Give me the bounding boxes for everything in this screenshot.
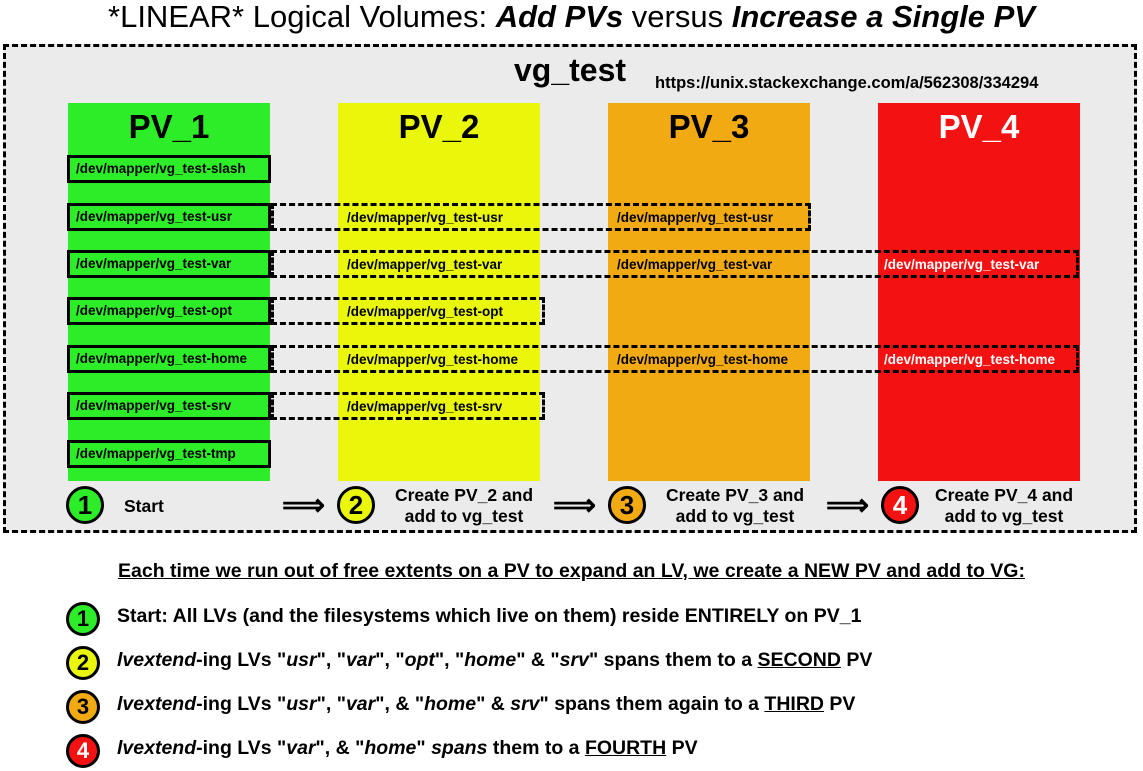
pv1-lv-var: /dev/mapper/vg_test-var [67, 250, 271, 278]
arrow-icon: ⟹ [553, 489, 597, 522]
span-var [271, 250, 1079, 278]
note-4-text: lvextend-ing LVs "var", & "home" spans t… [117, 737, 698, 759]
pv-3-column [608, 103, 810, 481]
page-title: *LINEAR* Logical Volumes: Add PVs versus… [108, 0, 1035, 34]
note-3-badge: 3 [66, 690, 100, 724]
step-2-label: Create PV_2 and add to vg_test [394, 485, 534, 526]
span-home [271, 345, 1079, 373]
pv3-lv-usr: /dev/mapper/vg_test-usr [617, 210, 774, 225]
volume-group-name: vg_test [513, 52, 627, 88]
pv1-lv-usr: /dev/mapper/vg_test-usr [67, 203, 271, 231]
pv4-lv-home: /dev/mapper/vg_test-home [884, 352, 1056, 367]
pv-2-title: PV_2 [398, 108, 480, 145]
span-srv [271, 392, 545, 420]
note-2-badge: 2 [66, 646, 100, 680]
step-3-label: Create PV_3 and add to vg_test [665, 485, 805, 526]
pv4-lv-var: /dev/mapper/vg_test-var [884, 257, 1040, 272]
pv-2-column [338, 103, 540, 481]
pv1-lv-slash: /dev/mapper/vg_test-slash [67, 155, 271, 183]
arrow-icon: ⟹ [282, 489, 326, 522]
pv1-lv-home: /dev/mapper/vg_test-home [67, 345, 271, 373]
pv3-lv-var: /dev/mapper/vg_test-var [617, 257, 773, 272]
pv2-lv-usr: /dev/mapper/vg_test-usr [347, 210, 504, 225]
span-opt [271, 297, 545, 325]
note-1-text: Start: All LVs (and the filesystems whic… [117, 605, 862, 627]
pv-3-title: PV_3 [668, 108, 750, 145]
note-4-badge: 4 [66, 734, 100, 768]
note-3-text: lvextend-ing LVs "usr", "var", & "home" … [117, 693, 856, 715]
pv2-lv-home: /dev/mapper/vg_test-home [347, 352, 519, 367]
step-3-badge: 3 [608, 486, 646, 524]
arrow-icon: ⟹ [826, 489, 870, 522]
pv1-lv-opt: /dev/mapper/vg_test-opt [67, 297, 271, 325]
span-usr [271, 203, 811, 231]
note-1-badge: 1 [66, 602, 100, 636]
pv-4-title: PV_4 [938, 108, 1020, 145]
step-4-badge: 4 [881, 486, 919, 524]
step-1-label: Start [124, 496, 164, 516]
pv2-lv-opt: /dev/mapper/vg_test-opt [347, 304, 504, 319]
step-1-badge: 1 [66, 486, 104, 524]
pv-1-title: PV_1 [128, 108, 210, 145]
pv-4-column [878, 103, 1080, 481]
explanation-heading: Each time we run out of free extents on … [118, 560, 1025, 582]
step-4-label: Create PV_4 and add to vg_test [934, 485, 1074, 526]
pv1-lv-tmp: /dev/mapper/vg_test-tmp [67, 440, 271, 468]
pv3-lv-home: /dev/mapper/vg_test-home [617, 352, 789, 367]
pv2-lv-var: /dev/mapper/vg_test-var [347, 257, 503, 272]
source-url[interactable]: https://unix.stackexchange.com/a/562308/… [655, 74, 1039, 92]
pv2-lv-srv: /dev/mapper/vg_test-srv [347, 399, 503, 414]
pv1-lv-srv: /dev/mapper/vg_test-srv [67, 392, 271, 420]
note-2-text: lvextend-ing LVs "usr", "var", "opt", "h… [117, 649, 873, 671]
step-2-badge: 2 [337, 486, 375, 524]
